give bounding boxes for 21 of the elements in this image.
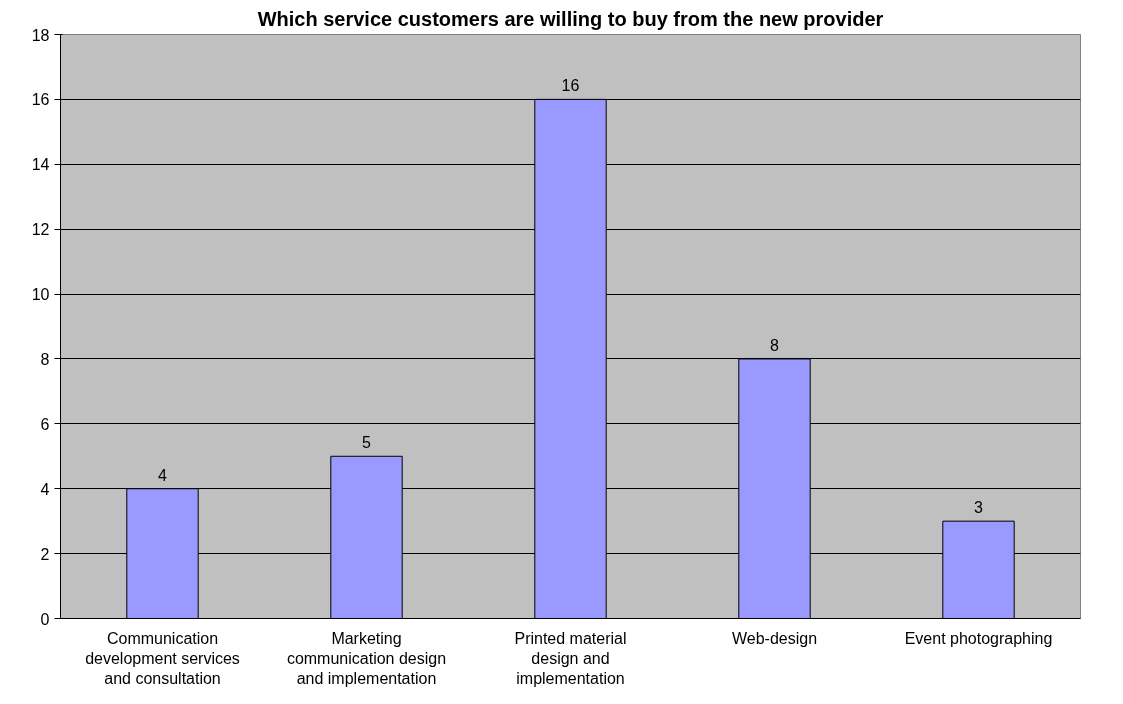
x-tick-label: Web-design	[731, 629, 818, 647]
chart-title: Which service customers are willing to buy from the new provider	[257, 7, 884, 30]
y-tick-label: 10	[31, 286, 50, 304]
data-label: 3	[974, 499, 984, 517]
y-tick-label: 16	[31, 91, 50, 109]
y-tick-label: 12	[31, 221, 50, 239]
y-tick-label: 18	[31, 26, 50, 44]
data-label: 16	[561, 77, 580, 95]
data-label: 8	[770, 336, 780, 354]
x-tick-label: Communication development services and consultation	[85, 629, 240, 688]
x-tick-label: Marketing communication design and implementation	[286, 629, 447, 688]
y-tick-label: 2	[40, 545, 50, 563]
data-label: 4	[158, 466, 168, 484]
y-tick-label: 6	[40, 415, 50, 433]
y-tick-label: 0	[40, 610, 50, 628]
data-label: 5	[362, 434, 372, 452]
y-tick-label: 14	[31, 156, 50, 174]
x-tick-label: Printed material design and implementation	[514, 629, 627, 688]
y-tick-label: 8	[40, 350, 50, 368]
x-tick-label: Event photographing	[904, 629, 1053, 647]
y-tick-label: 4	[40, 480, 50, 498]
